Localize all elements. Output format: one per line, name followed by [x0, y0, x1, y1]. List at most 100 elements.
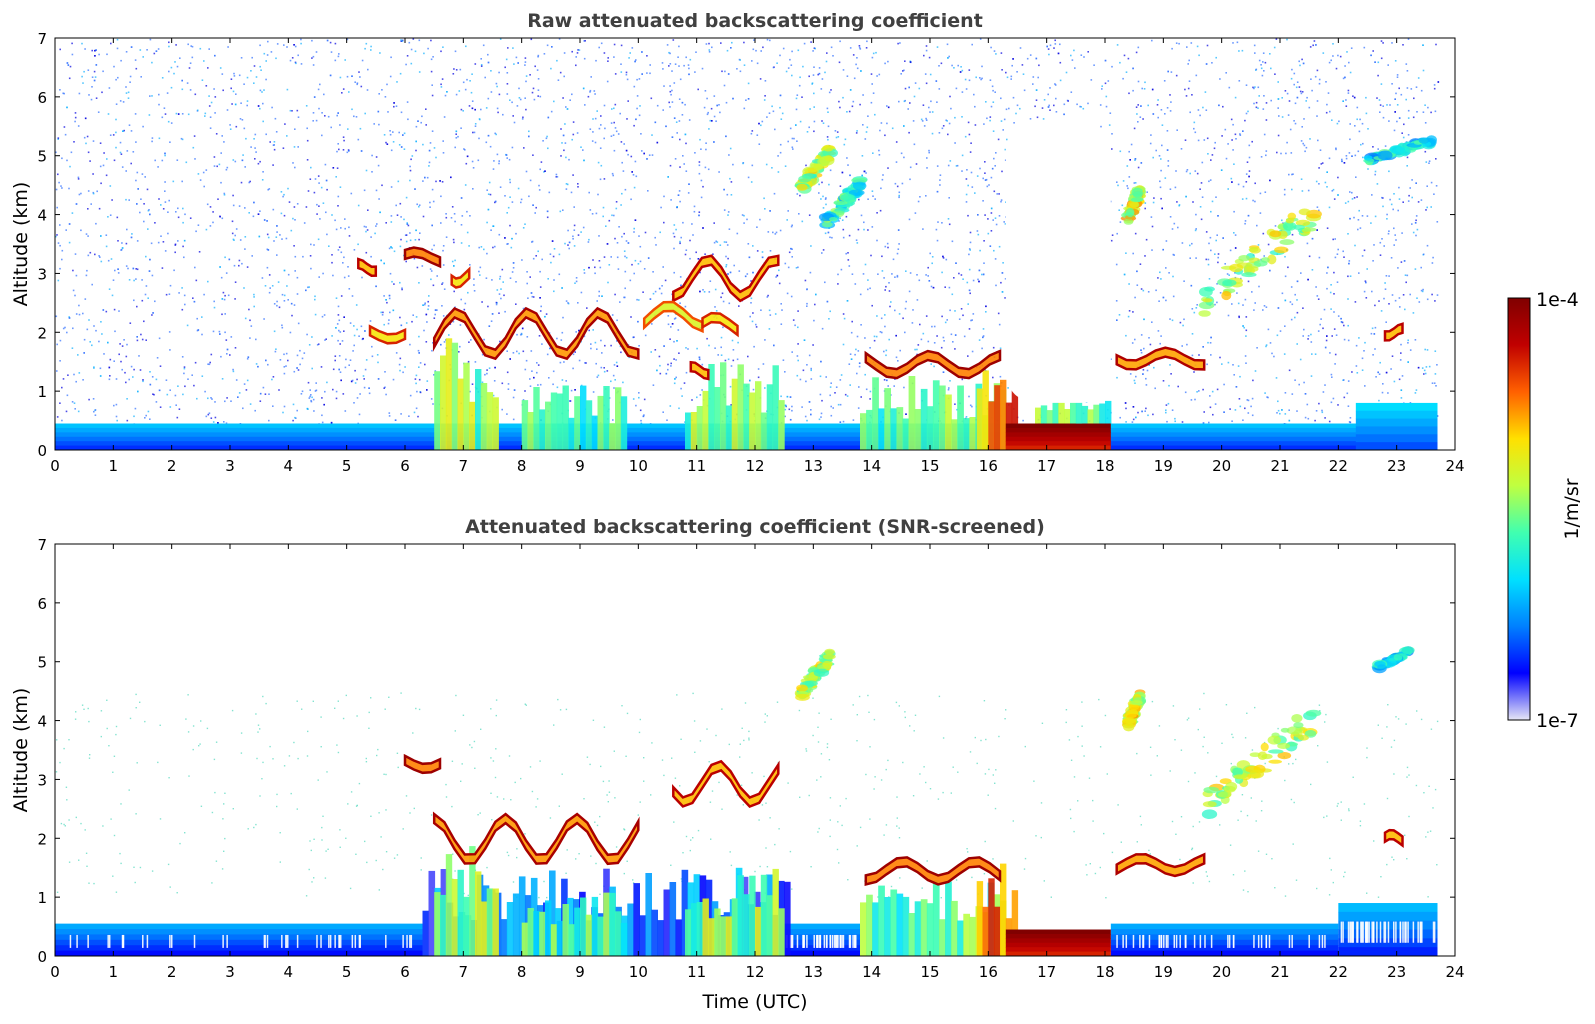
colorbar-unit-label: 1/m/sr	[1561, 478, 1583, 539]
bottom-panel-x-tick-label: 4	[284, 963, 294, 981]
bottom-panel: Attenuated backscattering coefficient (S…	[10, 516, 1465, 1013]
top-panel-plume-8	[1035, 400, 1111, 424]
top-panel-cloud-13	[452, 269, 470, 287]
x-axis-label: Time (UTC)	[701, 991, 807, 1013]
bottom-panel-x-tick-label: 6	[400, 963, 410, 981]
top-panel-x-tick-label: 8	[517, 457, 527, 475]
top-panel-cloud-12	[370, 326, 405, 343]
bottom-panel-x-tick-label: 10	[629, 963, 648, 981]
bottom-panel-x-tick-label: 8	[517, 963, 527, 981]
bottom-panel-x-tick-label: 14	[862, 963, 881, 981]
top-panel-y-tick-label: 2	[37, 324, 47, 342]
colorbar: 1e-4 1e-7 1/m/sr	[1508, 289, 1583, 732]
top-panel-plot-area	[55, 38, 1439, 450]
bottom-panel-x-tick-label: 1	[109, 963, 119, 981]
top-panel-cloud-layer-9	[434, 308, 638, 358]
top-panel-x-tick-label: 5	[342, 457, 352, 475]
top-panel-y-tick-label: 1	[37, 383, 47, 401]
top-panel-y-tick-label: 5	[37, 148, 47, 166]
colorbar-gradient	[1508, 298, 1530, 720]
bottom-panel-y-tick-label: 1	[37, 889, 47, 907]
bottom-panel-y-tick-label: 5	[37, 654, 47, 672]
top-panel-x-tick-label: 24	[1445, 457, 1464, 475]
top-panel-cloud-10	[405, 248, 440, 267]
bottom-panel-cirrus-18	[1122, 689, 1146, 731]
bottom-panel-y-tick-label: 6	[37, 595, 47, 613]
bottom-panel-cirrus-17	[795, 649, 836, 701]
top-panel-x-tick-label: 6	[400, 457, 410, 475]
bottom-panel-boundary-layer-0	[55, 924, 423, 957]
top-panel-y-tick-label: 4	[37, 207, 47, 225]
top-panel-x-tick-label: 22	[1329, 457, 1348, 475]
bottom-panel-title: Attenuated backscattering coefficient (S…	[465, 516, 1045, 538]
top-panel-y-tick-label: 7	[37, 30, 47, 48]
bottom-panel-x-tick-label: 17	[1037, 963, 1056, 981]
colorbar-min-label: 1e-7	[1536, 710, 1579, 732]
top-panel-cloud-17	[691, 362, 709, 379]
bottom-panel-cloud-layer-11	[434, 814, 638, 864]
top-panel-x-tick-label: 2	[167, 457, 177, 475]
bottom-panel-x-tick-label: 11	[687, 963, 706, 981]
top-panel-x-tick-label: 3	[225, 457, 235, 475]
top-panel-cloud-16	[703, 313, 738, 335]
bottom-panel-y-tick-label: 4	[37, 713, 47, 731]
bottom-panel-cirrus-19	[1202, 710, 1321, 819]
top-panel-x-tick-label: 12	[745, 457, 764, 475]
top-panel-cloud-15	[644, 302, 702, 331]
top-panel-dense-layer-7	[1006, 424, 1111, 451]
top-panel-x-tick-label: 23	[1387, 457, 1406, 475]
bottom-panel-x-tick-label: 12	[745, 963, 764, 981]
bottom-panel-boundary-layer-1	[784, 924, 860, 957]
top-panel-x-tick-label: 9	[575, 457, 585, 475]
top-panel-x-tick-label: 0	[50, 457, 60, 475]
top-panel-y-tick-label: 6	[37, 89, 47, 107]
top-panel-boundary-layer-1	[1356, 403, 1438, 451]
bottom-panel-x-tick-label: 24	[1445, 963, 1464, 981]
top-panel-x-tick-label: 17	[1037, 457, 1056, 475]
bottom-panel-x-tick-label: 15	[920, 963, 939, 981]
top-panel-x-tick-label: 16	[979, 457, 998, 475]
bottom-panel-y-tick-label: 2	[37, 830, 47, 848]
bottom-panel-x-tick-label: 18	[1095, 963, 1114, 981]
bottom-panel-y-tick-label: 3	[37, 771, 47, 789]
bottom-panel-x-tick-label: 16	[979, 963, 998, 981]
bottom-panel-x-tick-label: 2	[167, 963, 177, 981]
bottom-panel-boundary-layer-2	[1111, 924, 1339, 957]
bottom-panel-y-tick-label: 7	[37, 536, 47, 554]
colorbar-max-label: 1e-4	[1536, 289, 1579, 311]
top-panel-cloud-20	[1385, 324, 1403, 341]
bottom-panel-cloud-16	[1385, 830, 1403, 845]
top-panel-x-tick-label: 13	[804, 457, 823, 475]
top-panel-cirrus-21	[794, 145, 838, 194]
bottom-panel-x-tick-label: 0	[50, 963, 60, 981]
bottom-panel-x-tick-label: 19	[1154, 963, 1173, 981]
top-panel-cirrus-25	[1363, 135, 1437, 165]
bottom-panel-x-tick-label: 22	[1329, 963, 1348, 981]
bottom-panel-x-tick-label: 13	[804, 963, 823, 981]
top-panel: Raw attenuated backscattering coefficien…	[10, 10, 1465, 475]
bottom-panel-x-tick-label: 5	[342, 963, 352, 981]
top-panel-x-tick-label: 11	[687, 457, 706, 475]
top-panel-cloud-11	[358, 259, 376, 276]
bottom-panel-cloud-12	[405, 756, 440, 773]
top-panel-x-tick-label: 15	[920, 457, 939, 475]
top-panel-clear-gap-26	[1006, 120, 1111, 403]
bottom-panel-x-tick-label: 3	[225, 963, 235, 981]
bottom-panel-y-axis-label: Altitude (km)	[10, 688, 32, 813]
bottom-panel-cirrus-20	[1372, 646, 1415, 673]
bottom-panel-y-tick-label: 0	[37, 948, 47, 966]
top-panel-x-tick-label: 20	[1212, 457, 1231, 475]
bottom-panel-dense-layer-10	[1006, 930, 1111, 957]
bottom-panel-x-tick-label: 9	[575, 963, 585, 981]
top-panel-x-tick-label: 19	[1154, 457, 1173, 475]
bottom-panel-cloud-13	[673, 761, 778, 806]
top-panel-y-tick-label: 0	[37, 442, 47, 460]
bottom-panel-cloud-layer-14	[866, 857, 1000, 884]
bottom-panel-cloud-15	[1117, 854, 1205, 876]
top-panel-cirrus-23	[1121, 185, 1146, 225]
bottom-panel-plot-area	[55, 646, 1438, 956]
top-panel-cloud-14	[673, 256, 778, 301]
bottom-panel-boundary-layer-3	[1338, 903, 1437, 956]
top-panel-x-tick-label: 18	[1095, 457, 1114, 475]
top-panel-x-tick-label: 7	[459, 457, 469, 475]
